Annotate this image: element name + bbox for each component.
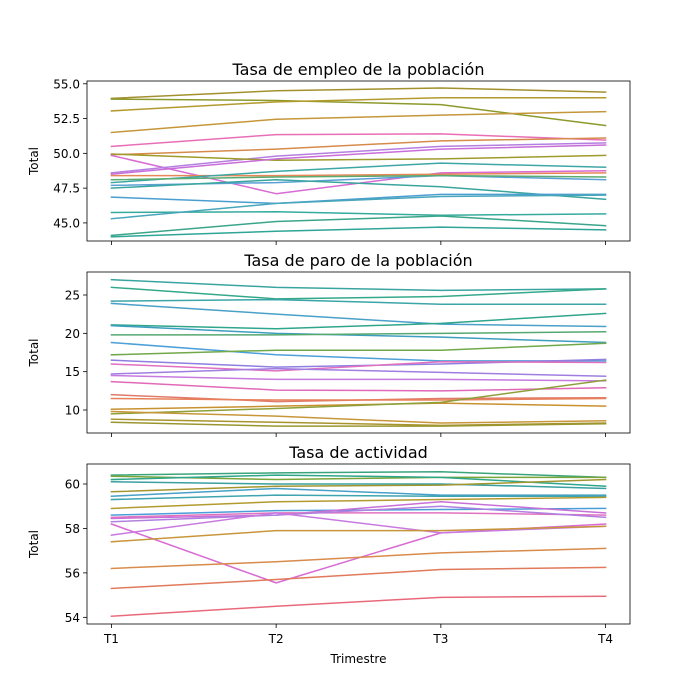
series-line-19: [110, 215, 607, 237]
series-line-4: [110, 110, 607, 134]
series-line-12: [110, 505, 607, 523]
y-tick-label: 15: [65, 365, 80, 379]
series-line-18: [110, 379, 607, 415]
x-tick-label: T3: [432, 632, 448, 646]
series-line-6: [110, 324, 607, 344]
series-line-17: [110, 566, 607, 590]
y-axis-label: Total: [27, 147, 41, 176]
series-line-16: [110, 193, 607, 205]
series-line-20: [110, 226, 607, 238]
x-tick-label: T4: [597, 632, 613, 646]
series-line-6: [110, 137, 607, 156]
series-line-9: [110, 153, 607, 162]
y-tick-label: 55.0: [53, 77, 80, 91]
y-tick-label: 52.5: [53, 112, 80, 126]
series-line-15: [110, 525, 607, 543]
y-axis-label: Total: [27, 530, 41, 559]
subplot-3: Tasa de actividad 54 56 58 60 T1 T2 T3 T4 Total Tr…: [27, 443, 631, 666]
series-line-5: [110, 478, 607, 493]
series-line-14: [110, 174, 607, 181]
y-tick-label: 47.5: [53, 182, 80, 196]
series-line-11: [110, 172, 607, 177]
series-line-3: [110, 298, 607, 305]
series-line-12: [110, 367, 607, 378]
x-tick-label: T1: [103, 632, 119, 646]
series-line-20: [110, 410, 607, 424]
y-axis-label: Total: [27, 338, 41, 367]
series-line-13: [110, 374, 607, 382]
series-line-18: [110, 595, 607, 618]
series-line-15: [110, 179, 607, 201]
plot-frame: [86, 463, 631, 625]
y-tick-label: 10: [65, 404, 80, 418]
series-line-17: [110, 211, 607, 217]
x-tick-label: T2: [268, 632, 284, 646]
series-line-8: [110, 142, 607, 174]
series-line-4: [110, 481, 607, 490]
x-axis-label: Trimestre: [330, 652, 387, 666]
plot-frame: [86, 80, 631, 242]
series-line-10: [110, 501, 607, 520]
chart-title: Tasa de paro de la población: [243, 251, 472, 270]
series-line-1: [110, 87, 607, 100]
series-line-11: [110, 512, 607, 519]
series-line-5: [110, 312, 607, 330]
series-line-16: [110, 547, 607, 570]
series-line-16: [110, 397, 607, 401]
series-line-9: [110, 342, 607, 356]
series-line-14: [110, 380, 607, 392]
y-tick-label: 20: [65, 327, 80, 341]
series-line-10: [110, 144, 607, 176]
series-line-5: [110, 133, 607, 148]
series-line-3: [110, 96, 607, 112]
series-line-4: [110, 302, 607, 328]
y-tick-label: 45.0: [53, 216, 80, 230]
chart-title: Tasa de actividad: [288, 443, 428, 462]
series-line-8: [110, 496, 607, 510]
subplot-2: Tasa de paro de la población 10 15 20 25 Tota…: [27, 251, 631, 437]
series-line-2: [110, 98, 607, 127]
chart-title: Tasa de empleo de la población: [232, 60, 485, 79]
y-tick-label: 25: [65, 289, 80, 303]
series-line-18: [110, 194, 607, 220]
series-line-21: [110, 421, 607, 427]
series-line-11: [110, 360, 607, 372]
series-line-1: [110, 278, 607, 292]
series-line-19: [110, 418, 607, 427]
subplot-1: Tasa de empleo de la población 45.0 47.5 50…: [27, 60, 631, 245]
series-line-2: [110, 286, 607, 300]
series-line-17: [110, 402, 607, 410]
series-line-14: [110, 512, 607, 536]
series-line-7: [110, 494, 607, 501]
y-tick-label: 60: [65, 478, 80, 492]
series-line-12: [110, 162, 607, 184]
y-tick-label: 54: [65, 611, 80, 625]
y-tick-label: 56: [65, 566, 80, 580]
plot-frame: [86, 271, 631, 434]
series-line-6: [110, 487, 607, 498]
y-tick-label: 50.0: [53, 147, 80, 161]
series-line-1: [110, 471, 607, 479]
series-line-7: [110, 331, 607, 336]
series-line-8: [110, 341, 607, 362]
y-tick-label: 58: [65, 522, 80, 536]
